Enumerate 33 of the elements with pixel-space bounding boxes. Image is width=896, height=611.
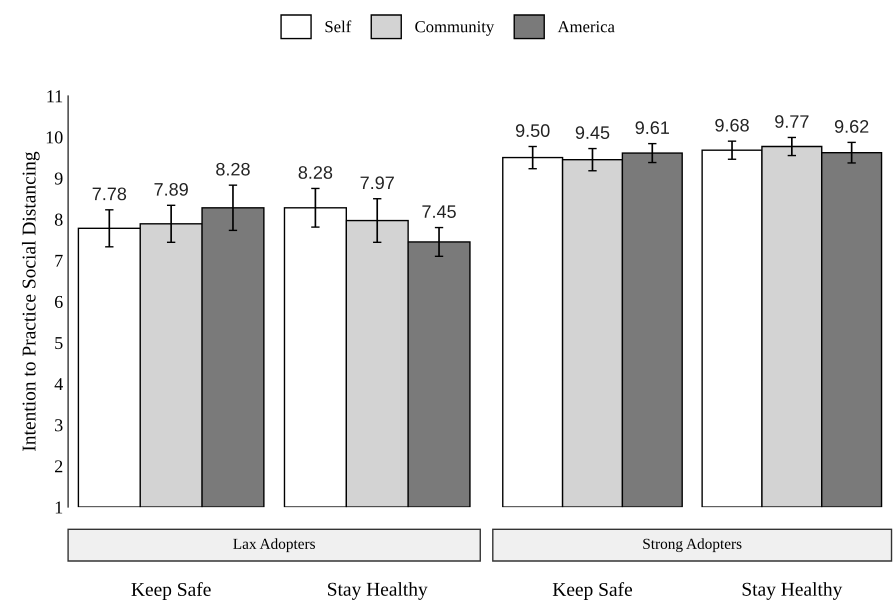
data-label: 9.50 — [516, 124, 550, 137]
y-tick-label: 8 — [54, 214, 63, 226]
legend-label: America — [558, 21, 615, 32]
data-label: 9.62 — [834, 120, 868, 133]
x-tick-label: Stay Healthy — [742, 582, 842, 600]
data-label: 8.28 — [216, 162, 250, 176]
text: Lax Adopters — [233, 538, 315, 552]
y-tick-label: 1 — [56, 501, 62, 514]
data-label: 9.68 — [715, 118, 749, 132]
y-tick-label: 9 — [54, 172, 62, 185]
x-tick-label: Keep Safe — [131, 582, 211, 600]
y-tick-label: 2 — [55, 460, 62, 472]
data-label: 7.78 — [92, 188, 126, 200]
x-tick-label: Stay Healthy — [328, 582, 428, 600]
y-tick-label: 3 — [55, 419, 63, 432]
data-label: 7.97 — [360, 176, 394, 190]
data-label: 9.77 — [775, 115, 809, 128]
y-tick-label: 11 — [47, 90, 62, 102]
y-tick-label: 4 — [54, 378, 63, 390]
y-tick-label: 10 — [46, 131, 63, 144]
y-tick-label: 5 — [55, 337, 63, 350]
data-label: 8.28 — [298, 166, 332, 179]
text: Strong Adopters — [643, 538, 742, 552]
data-label: 7.89 — [154, 182, 188, 196]
data-label: 9.45 — [576, 126, 610, 140]
legend-label: Self — [326, 20, 352, 32]
y-tick-label: 7 — [55, 254, 63, 267]
y-axis-title: Intention to Practice Social Distancing — [22, 152, 40, 451]
data-label: 9.61 — [636, 121, 669, 134]
x-tick-label: Keep Safe — [552, 582, 632, 600]
data-label: 7.45 — [422, 205, 456, 218]
y-tick-label: 6 — [54, 296, 63, 308]
legend-label: Community — [415, 21, 494, 36]
